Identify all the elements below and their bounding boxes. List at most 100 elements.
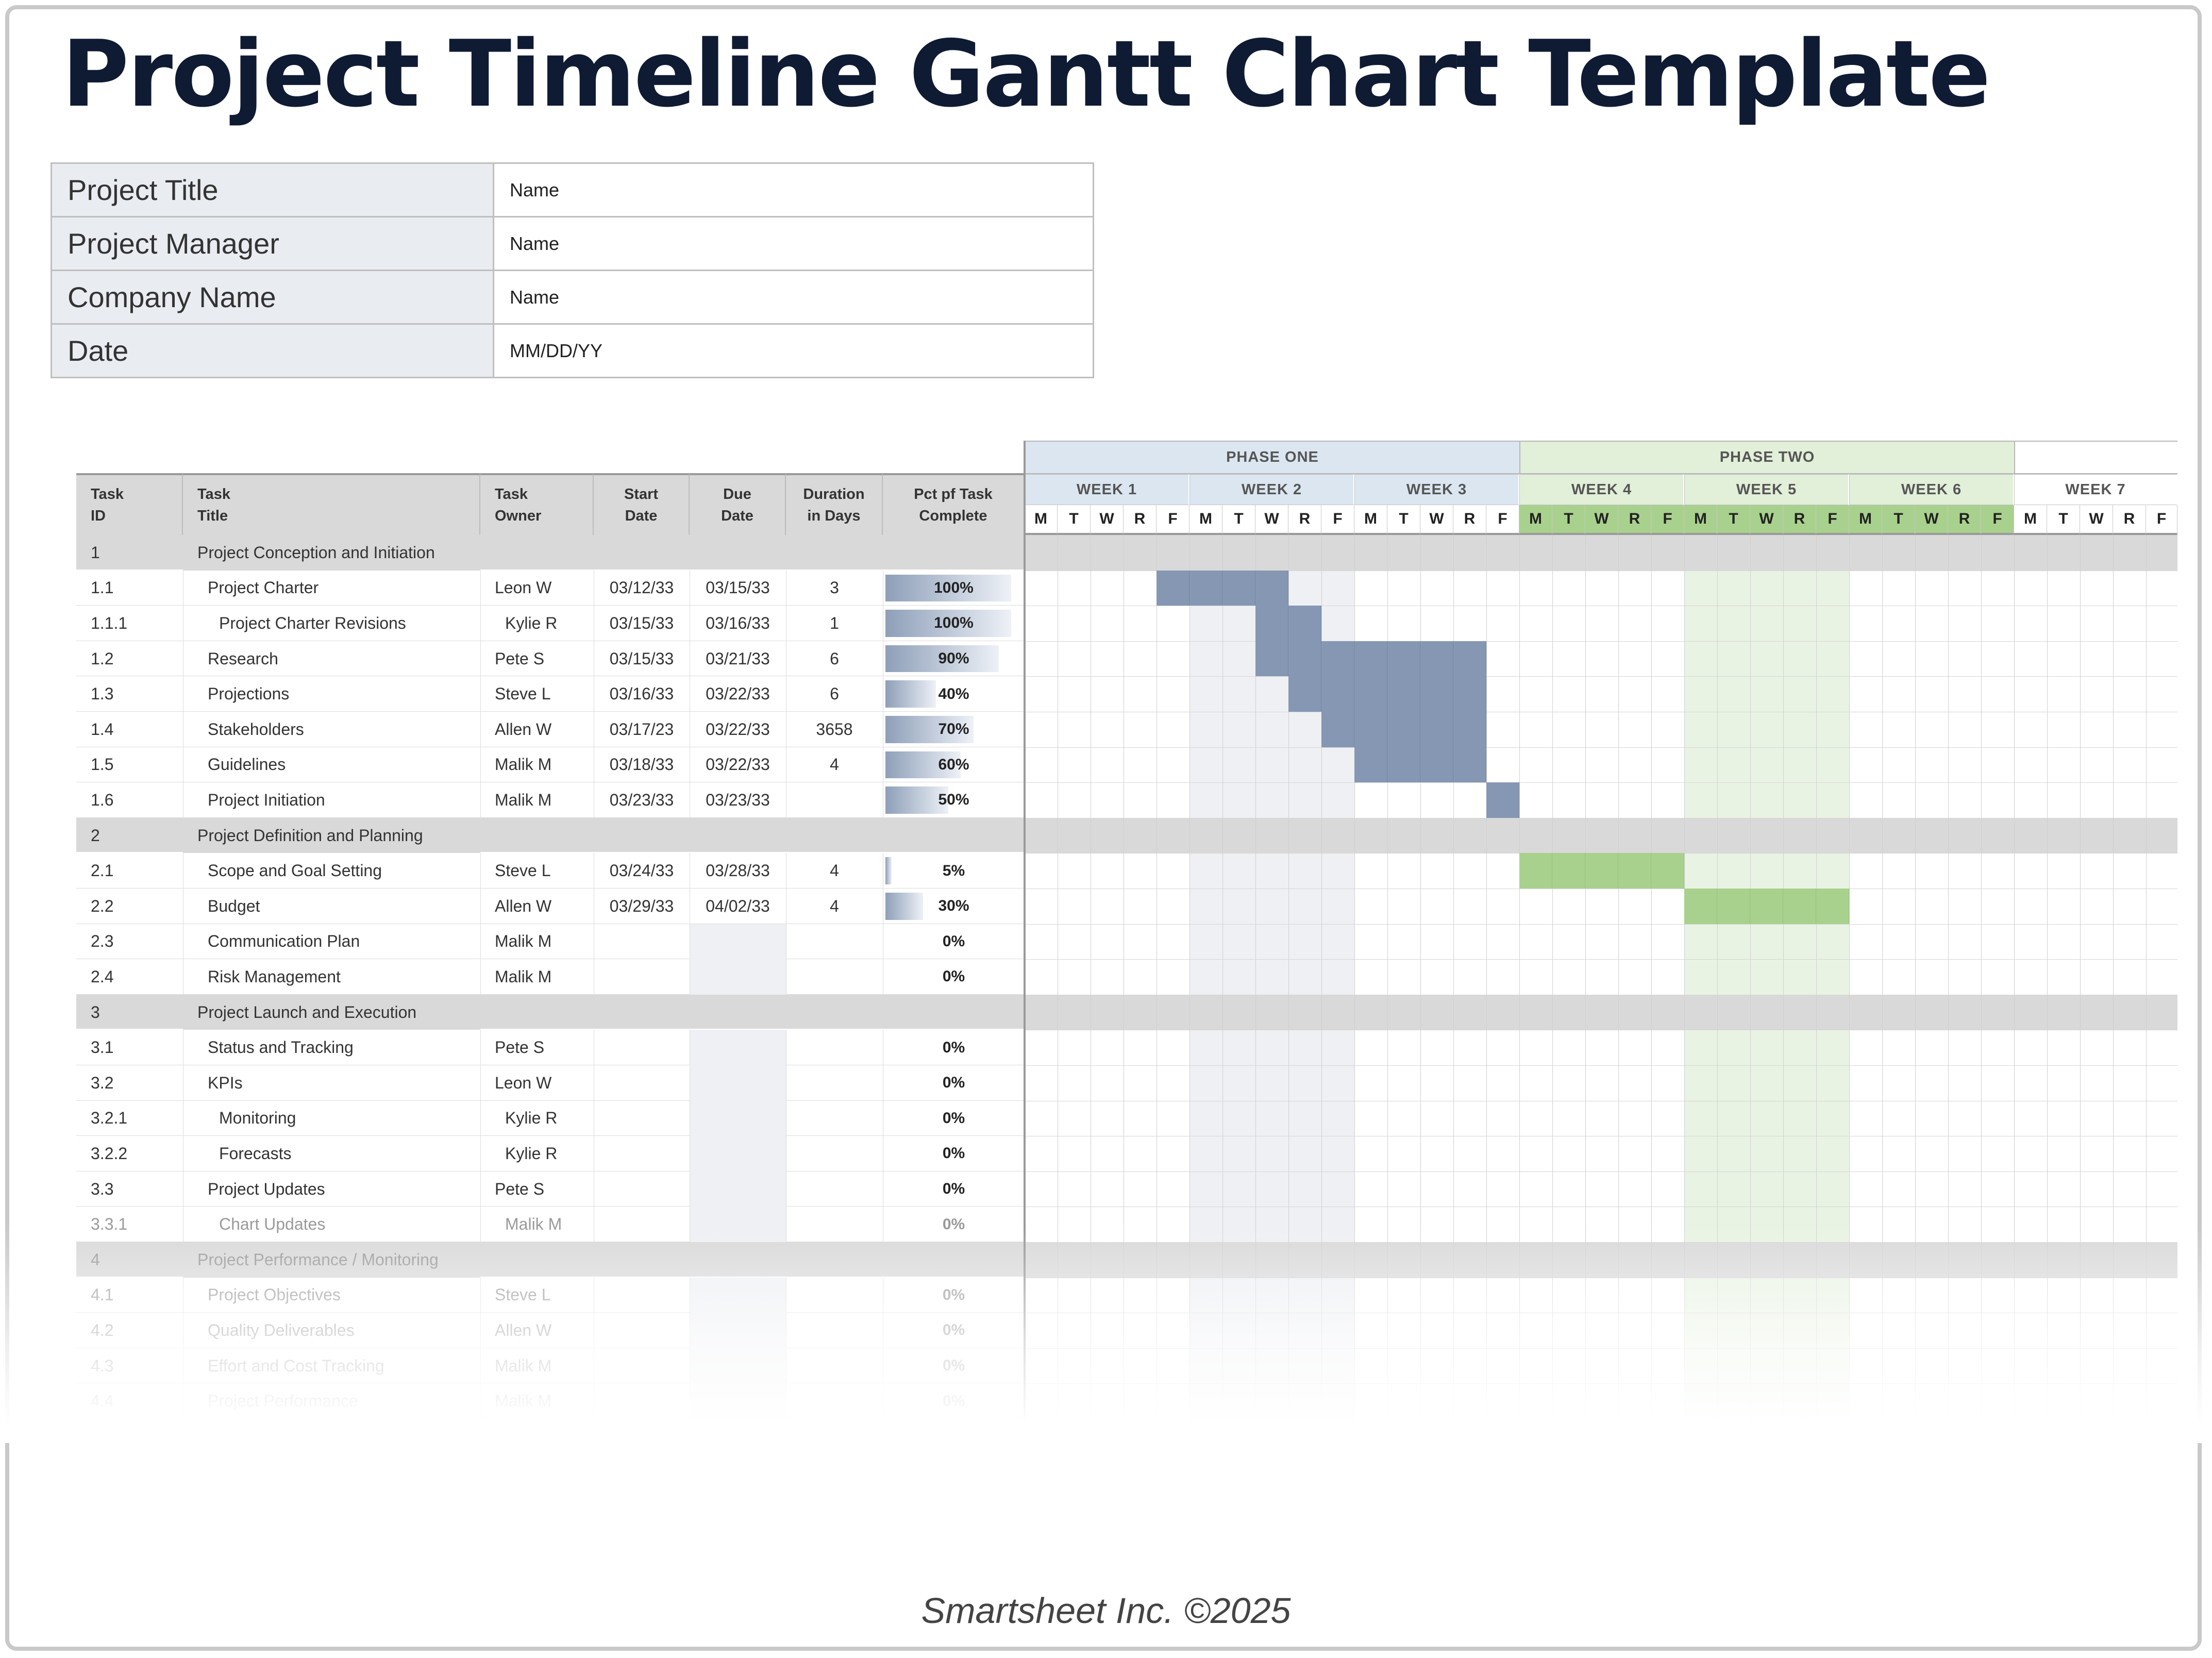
gantt-bar-cell [1321, 641, 1354, 677]
duration: 6 [830, 684, 839, 704]
pct-complete: 90% [938, 650, 969, 667]
task-id: 3.3.1 [91, 1215, 128, 1234]
duration: 3 [830, 578, 839, 597]
task-owner: Pete S [495, 1038, 545, 1057]
gantt-bar-cell [1288, 641, 1321, 677]
day-header: M [1684, 505, 1717, 535]
duration [786, 1171, 883, 1207]
progress-bar [885, 574, 1011, 602]
duration [786, 1136, 883, 1171]
start-date: 03/29/33 [609, 896, 674, 915]
timeline-vline [1816, 535, 1817, 1419]
week5-shade [1684, 535, 1849, 1419]
task-owner: Malik M [495, 1356, 552, 1375]
info-value[interactable]: Name [493, 270, 1094, 325]
info-value[interactable]: MM/DD/YY [493, 323, 1094, 378]
timeline-vline [1354, 535, 1355, 1419]
duration [786, 782, 883, 818]
info-row: Company Name Name [51, 270, 1094, 325]
timeline-hline [1025, 676, 2177, 677]
pct-complete: 0% [942, 1215, 965, 1233]
column-divider [480, 1065, 481, 1101]
timeline-vline [1222, 535, 1223, 1419]
day-header: M [1354, 505, 1387, 535]
duration: 1 [830, 613, 839, 632]
timeline-vline [2080, 535, 2081, 1419]
start-date [594, 1313, 690, 1348]
gantt-bar-cell [1255, 606, 1288, 641]
pct-complete: 40% [938, 685, 969, 702]
gantt-bar-cell [1420, 641, 1453, 677]
timeline-section-row [1025, 994, 2177, 1030]
task-title: Quality Deliverables [208, 1320, 355, 1339]
due-date: 03/28/33 [706, 861, 770, 880]
start-date [594, 959, 690, 995]
due-date: 04/02/33 [706, 896, 770, 915]
task-owner: Malik M [495, 967, 552, 986]
day-header: F [1981, 505, 2014, 535]
task-id: 2.3 [91, 932, 114, 951]
due-date: 03/22/33 [706, 684, 770, 704]
task-title: Project Charter [208, 578, 319, 597]
timeline-vline [1288, 535, 1289, 1419]
info-label: Company Name [51, 270, 494, 325]
duration: 4 [830, 896, 839, 915]
table-row [76, 889, 1025, 924]
due-date [690, 1313, 786, 1348]
info-label: Project Manager [51, 216, 494, 271]
timeline-vline [1585, 535, 1586, 1419]
task-owner: Malik M [495, 790, 552, 809]
day-header: M [1025, 505, 1058, 535]
start-date: 03/15/33 [609, 649, 674, 668]
info-value[interactable]: Name [493, 216, 1094, 271]
page-title: Project Timeline Gantt Chart Template [62, 21, 1991, 127]
timeline-vline [1552, 535, 1553, 1419]
start-date: 03/24/33 [609, 861, 674, 880]
gantt-bar-cell [1387, 676, 1420, 712]
task-id: 1.5 [91, 755, 114, 774]
due-date [690, 1207, 786, 1242]
day-header: R [2113, 505, 2146, 535]
due-date [690, 1171, 786, 1207]
column-divider [480, 1171, 481, 1207]
table-row [76, 747, 1025, 783]
due-shade [690, 1171, 786, 1207]
due-shade [690, 1065, 786, 1101]
gantt-bar-cell [1420, 712, 1453, 747]
timeline-vline [2146, 535, 2147, 1419]
timeline-vline [1948, 535, 1949, 1419]
info-value[interactable]: Name [493, 162, 1094, 217]
timeline-section-row [1025, 1242, 2177, 1278]
start-date: 03/18/33 [609, 755, 674, 774]
due-shade [690, 959, 786, 995]
gantt-bar-cell [1321, 676, 1354, 712]
task-title: Guidelines [208, 755, 286, 774]
gantt-bar-cell [1354, 712, 1387, 747]
start-date [594, 1348, 690, 1384]
gantt-bar-cell [1255, 641, 1288, 677]
table-row [76, 641, 1025, 677]
gantt-bar-cell [1684, 889, 1717, 924]
gantt-bar-cell [1651, 853, 1684, 889]
progress-bar [885, 610, 1011, 637]
due-date [690, 924, 786, 960]
week-header: WEEK 3 [1354, 474, 1519, 505]
column-divider [480, 889, 481, 924]
info-label: Date [51, 323, 494, 378]
task-id: 2.1 [91, 861, 114, 880]
project-info-table: Project Title Name Project Manager Name … [51, 162, 1094, 378]
task-owner: Pete S [495, 649, 545, 668]
column-header-line: Pct pf Task [914, 486, 993, 503]
due-date: 03/22/33 [706, 755, 770, 774]
gantt-bar-cell [1420, 747, 1453, 783]
task-id: 2.4 [91, 967, 114, 986]
duration [786, 1207, 883, 1242]
column-header-line: ID [91, 508, 106, 524]
duration [786, 924, 883, 960]
timeline-vline [2113, 535, 2114, 1419]
timeline-vline [1849, 535, 1850, 1419]
week-header: WEEK 6 [1849, 474, 2014, 505]
due-date [690, 1065, 786, 1101]
day-header: W [2080, 505, 2113, 535]
timeline-vline [1453, 535, 1454, 1419]
